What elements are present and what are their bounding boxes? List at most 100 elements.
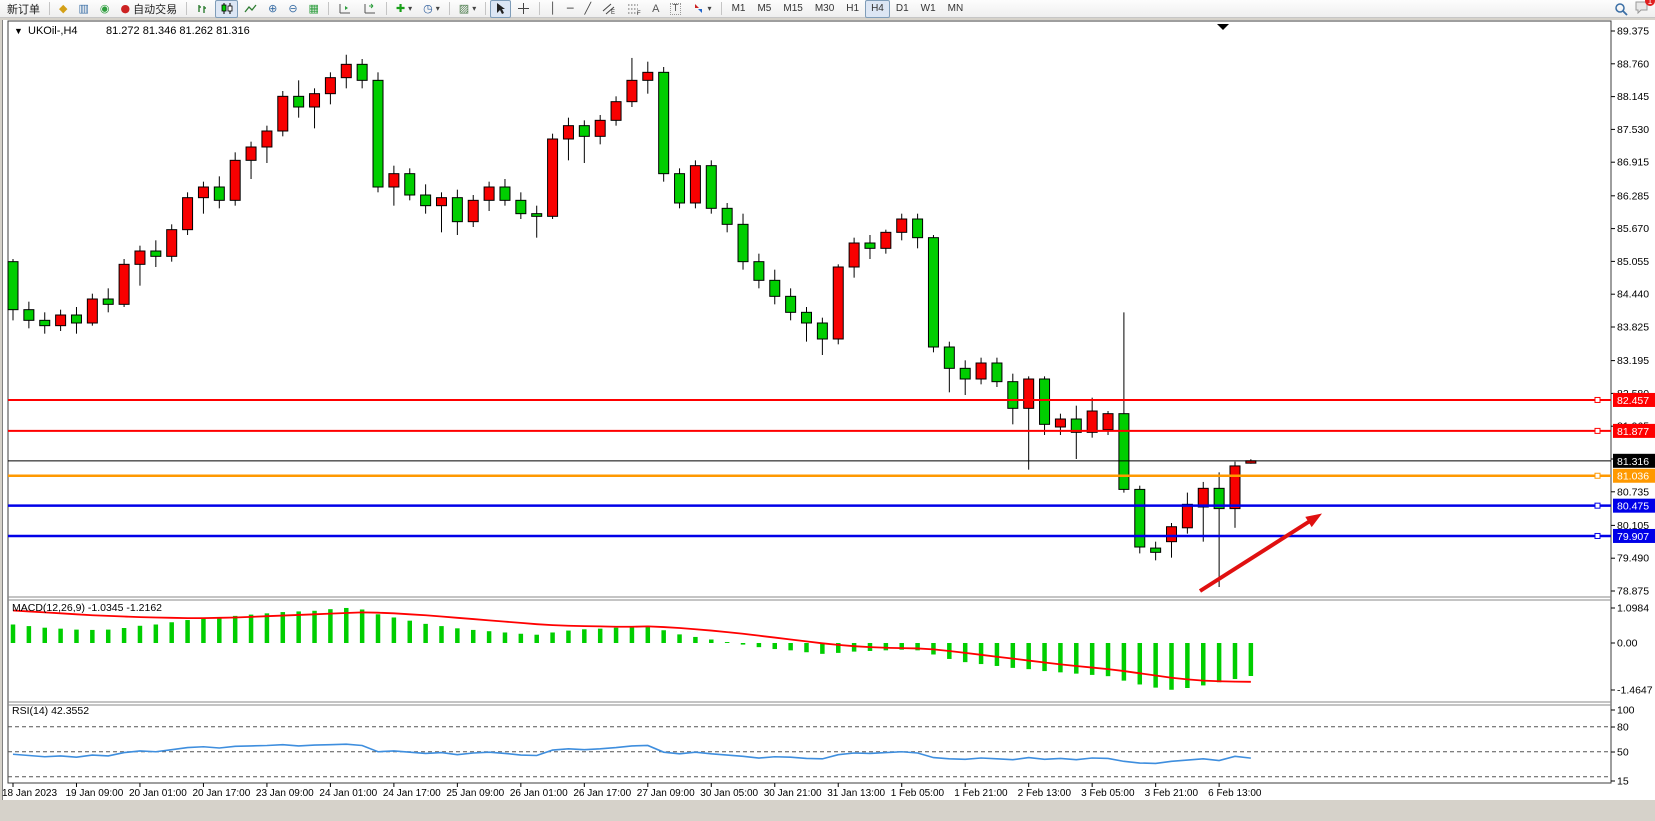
- line-chart-mode-button[interactable]: [239, 0, 262, 18]
- trend-arrow-annotation[interactable]: [1198, 513, 1322, 593]
- price-lines[interactable]: 82.457 81.877 81.316 81.036 80.475 79.907: [8, 392, 1655, 543]
- indicators-button[interactable]: ✚ ▾: [391, 0, 417, 18]
- timeframe-w1-button[interactable]: W1: [920, 3, 936, 14]
- search-icon[interactable]: [1614, 2, 1628, 16]
- timeframe-m15-button[interactable]: M15: [783, 3, 803, 14]
- data-window-button[interactable]: ▥: [73, 0, 93, 18]
- candle-body: [467, 199, 479, 223]
- line-handle[interactable]: [1594, 427, 1601, 434]
- time-tick-label: 19 Jan 09:00: [65, 788, 123, 799]
- dropdown-caret-icon: ▾: [472, 4, 477, 13]
- price-tick-label: 80.105: [1617, 520, 1649, 532]
- candle-body: [594, 119, 606, 137]
- price-line-badge-label: 80.475: [1617, 501, 1649, 513]
- timeframe-d1-button[interactable]: D1: [895, 3, 909, 14]
- candle-body: [547, 138, 559, 217]
- candle-body: [499, 186, 511, 201]
- candle-body: [372, 79, 384, 188]
- candle-body: [324, 77, 336, 95]
- candle-body: [658, 71, 670, 175]
- price-tick-label: 84.440: [1617, 289, 1649, 301]
- zoom-in-icon: ⊕: [268, 2, 278, 15]
- candle-body: [1197, 487, 1209, 508]
- cursor-tool-button[interactable]: [490, 0, 512, 18]
- zoom-in-button[interactable]: ⊕: [263, 0, 282, 18]
- tile-windows-icon: ▦: [308, 2, 319, 15]
- candlestick-mode-button[interactable]: [215, 0, 239, 18]
- candle-body: [213, 186, 225, 201]
- chart-title: ▼ UKOil-,H4 81.272 81.346 81.262 81.316: [14, 25, 250, 37]
- timeframe-mn-button[interactable]: MN: [947, 3, 964, 14]
- price-tick-label: 85.670: [1617, 223, 1649, 235]
- auto-trading-icon: ●: [120, 2, 131, 15]
- notification-badge: 1: [1645, 0, 1655, 6]
- time-tick-label: 1 Feb 05:00: [891, 788, 945, 799]
- time-tick-label: 20 Jan 01:00: [129, 788, 187, 799]
- timeframe-h1-button[interactable]: H1: [846, 3, 860, 14]
- tile-windows-button[interactable]: ▦: [304, 0, 324, 18]
- timeframe-m1-button[interactable]: M1: [731, 3, 746, 14]
- line-handle[interactable]: [1594, 472, 1601, 479]
- line-handle[interactable]: [1594, 532, 1601, 539]
- separator: [485, 2, 487, 15]
- trendline-icon: ╱: [584, 2, 592, 15]
- notifications-button[interactable]: 1: [1634, 0, 1655, 17]
- candle-body: [848, 242, 860, 268]
- symbol-dropdown-icon[interactable]: ▼: [14, 26, 23, 36]
- candle-body: [245, 146, 257, 161]
- candle-body: [55, 314, 67, 327]
- candle-body: [610, 101, 622, 121]
- arrows-tool-button[interactable]: ▾: [687, 0, 717, 18]
- arrow-head: [1305, 513, 1322, 528]
- candle-body: [943, 346, 955, 369]
- templates-button[interactable]: ▨ ▾: [454, 0, 481, 18]
- candle-body: [388, 173, 400, 188]
- chart-shift-button[interactable]: [358, 0, 382, 18]
- time-tick-label: 31 Jan 13:00: [827, 788, 885, 799]
- rsi-pane: RSI(14) 42.3552 100 80 50 15: [8, 705, 1635, 788]
- horizontal-line-tool-button[interactable]: ─: [562, 0, 579, 18]
- vertical-line-tool-button[interactable]: │: [544, 0, 561, 18]
- candle-body: [182, 197, 194, 231]
- channel-tool-button[interactable]: E: [597, 0, 621, 18]
- timeframe-m5-button[interactable]: M5: [757, 3, 772, 14]
- equidistant-channel-icon: E: [602, 3, 615, 15]
- candle-body: [1181, 503, 1193, 529]
- auto-trading-button[interactable]: ● 自动交易: [120, 2, 178, 16]
- separator: [720, 2, 722, 15]
- new-order-button[interactable]: 新订单: [7, 3, 40, 16]
- arrow-line[interactable]: [1198, 519, 1312, 593]
- chart-shift-icon: [364, 3, 375, 14]
- time-tick-label: 30 Jan 05:00: [700, 788, 758, 799]
- auto-scroll-button[interactable]: [333, 0, 357, 18]
- text-tool-button[interactable]: A: [647, 0, 664, 18]
- line-handle[interactable]: [1594, 502, 1601, 509]
- timeframe-m30-button[interactable]: M30: [814, 3, 835, 14]
- candle-body: [912, 218, 924, 239]
- timeframe-h4-button[interactable]: H4: [865, 0, 890, 18]
- fibonacci-tool-button[interactable]: F: [622, 0, 646, 18]
- candle-body: [705, 165, 717, 209]
- toolbar-right: 1: [1614, 0, 1655, 17]
- market-watch-button[interactable]: ◆: [54, 0, 72, 18]
- candle-body: [896, 218, 908, 233]
- scroll-to-end-marker[interactable]: [1217, 24, 1229, 30]
- fibonacci-icon: F: [628, 4, 641, 15]
- candle-body: [769, 279, 781, 297]
- bar-chart-mode-button[interactable]: [191, 0, 214, 18]
- zoom-out-icon: ⊖: [288, 2, 298, 15]
- crosshair-tool-button[interactable]: [512, 0, 535, 18]
- price-tick-label: 83.825: [1617, 322, 1649, 334]
- trendline-tool-button[interactable]: ╱: [579, 0, 596, 18]
- candle-body: [1054, 418, 1066, 428]
- zoom-out-button[interactable]: ⊖: [283, 0, 302, 18]
- rsi-axis-label: 15: [1617, 776, 1629, 788]
- candle-body: [86, 298, 98, 324]
- candle-body: [404, 173, 416, 196]
- macd-axis-label: 0.00: [1617, 638, 1638, 650]
- navigator-button[interactable]: ◉: [95, 0, 115, 18]
- label-tool-button[interactable]: T: [665, 0, 685, 18]
- periods-button[interactable]: ◷ ▾: [418, 0, 445, 18]
- line-handle[interactable]: [1594, 396, 1601, 403]
- candle-body: [626, 79, 638, 103]
